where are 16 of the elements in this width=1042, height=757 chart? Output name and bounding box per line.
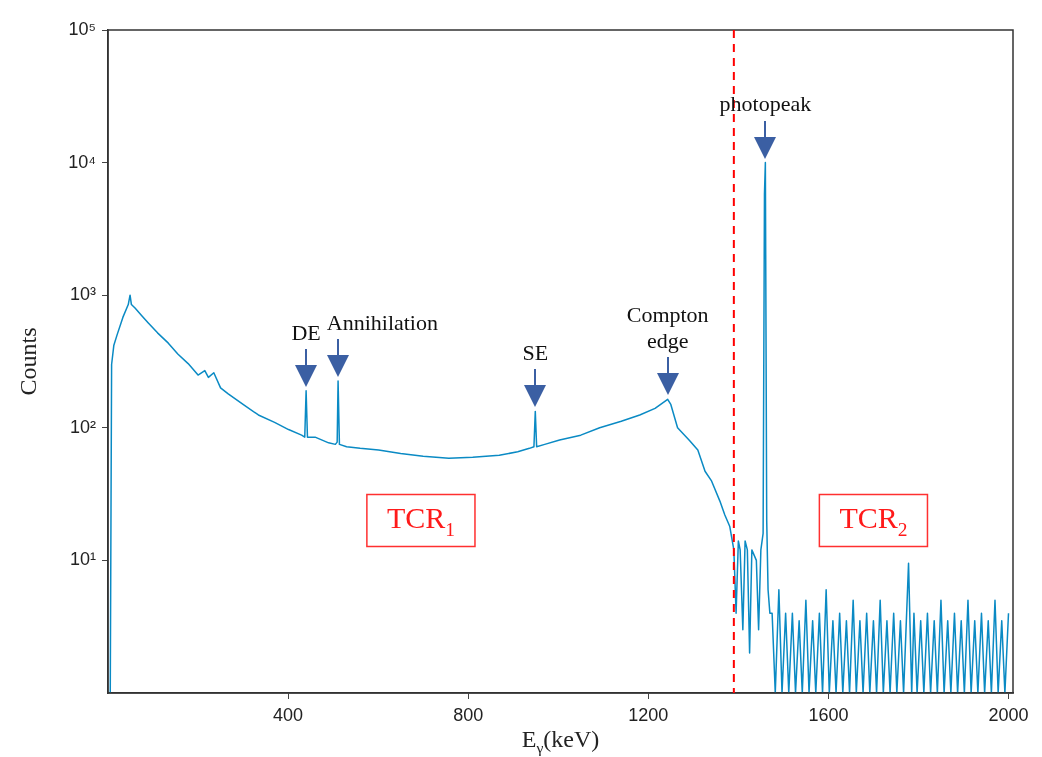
x-tick-label: 2000 (988, 704, 1029, 725)
x-tick-label: 800 (453, 704, 484, 725)
y-axis-title: Counts (15, 327, 42, 396)
annotation: DE (291, 319, 321, 345)
x-tick-label: 400 (273, 704, 304, 725)
annotation: photopeak (719, 91, 812, 117)
y-tick-label: 10² (69, 416, 97, 437)
annotation: Compton edge (626, 302, 709, 354)
y-tick-label: 10⁴ (68, 151, 96, 172)
x-tick-label: 1200 (628, 704, 669, 725)
y-tick-label: 10¹ (69, 549, 97, 570)
annotation: SE (522, 340, 549, 366)
y-tick-label: 10⁵ (68, 18, 96, 39)
y-tick-label: 10³ (69, 284, 97, 305)
annotation: Annihilation (326, 309, 438, 335)
x-tick-label: 1600 (808, 704, 849, 725)
